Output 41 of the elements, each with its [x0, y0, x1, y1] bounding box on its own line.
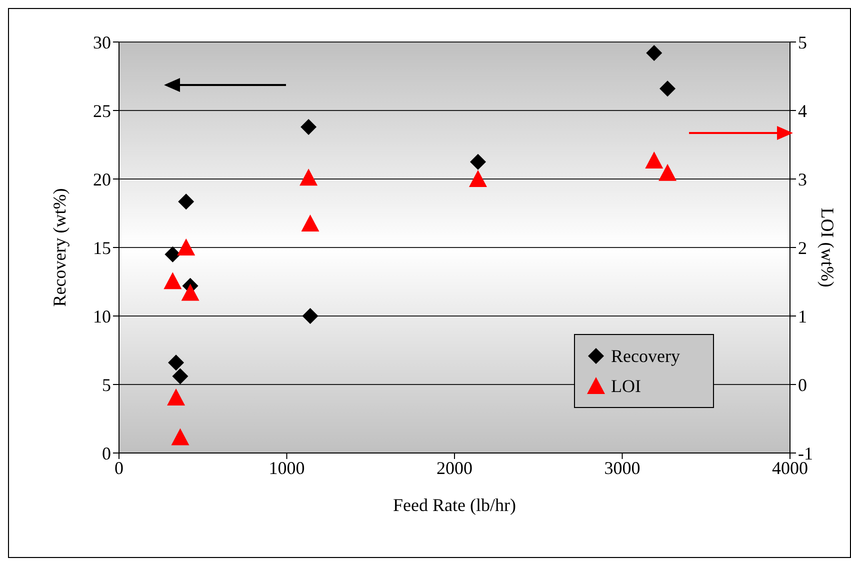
- y-tick-label: 5: [102, 374, 111, 395]
- point: [164, 272, 182, 290]
- y-tick-label: 15: [93, 238, 111, 258]
- point: [470, 154, 486, 170]
- point: [468, 170, 487, 187]
- x-axis-title: Feed Rate (lb/hr): [393, 495, 516, 515]
- point: [646, 44, 662, 61]
- point: [660, 80, 676, 97]
- point: [171, 428, 190, 446]
- y-tick-label: 0: [102, 443, 111, 464]
- y-tick-label: 10: [93, 306, 111, 326]
- x-tick-label: 2000: [436, 458, 472, 478]
- y2-tick-label: 3: [798, 169, 807, 190]
- x-tick-label: 0: [114, 458, 124, 478]
- point: [172, 368, 188, 384]
- y2-tick-label: 5: [798, 32, 807, 52]
- point: [181, 284, 200, 301]
- y2-axis-title: LOI (wt%): [818, 208, 838, 288]
- point: [301, 214, 320, 232]
- x-tick-label: 3000: [604, 458, 640, 478]
- point: [178, 194, 194, 210]
- y2-tick-label: 1: [798, 306, 807, 326]
- legend-label: Recovery: [611, 346, 680, 366]
- y2-tick-label: 2: [798, 238, 807, 258]
- y2-tick-label: 4: [798, 100, 807, 121]
- y2-tick-label: 0: [798, 374, 807, 395]
- point: [167, 388, 186, 406]
- point: [658, 164, 677, 181]
- y-tick-label: 30: [93, 32, 111, 52]
- point: [302, 308, 318, 324]
- point: [177, 238, 196, 256]
- y-axis-title: Recovery (wt%): [49, 188, 70, 307]
- point: [645, 152, 664, 169]
- point: [168, 354, 184, 371]
- legend-label: LOI: [611, 376, 641, 396]
- point: [164, 246, 181, 262]
- y-tick-label: 20: [93, 169, 111, 190]
- x-tick-label: 1000: [268, 458, 305, 478]
- point: [300, 118, 317, 135]
- y-tick-label: 25: [93, 100, 111, 121]
- point: [300, 168, 318, 186]
